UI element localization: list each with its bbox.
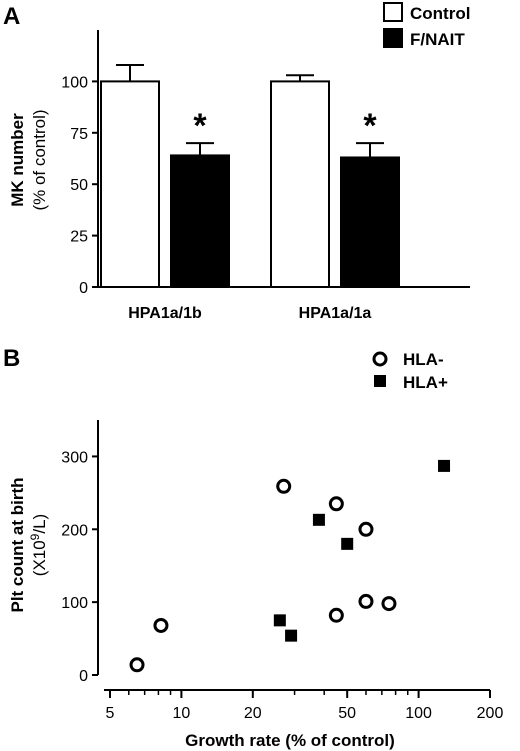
legend-label-control: Control xyxy=(410,4,470,23)
y-tick-label: 50 xyxy=(70,177,88,194)
panel-b-letter: B xyxy=(3,345,20,372)
point-hla-neg xyxy=(381,596,397,612)
x-tick-label: HPA1a/1b xyxy=(128,305,202,322)
y-tick-label: 0 xyxy=(79,668,88,685)
point-hla-neg xyxy=(129,657,145,673)
x-tick-label: 20 xyxy=(244,705,262,722)
x-tick-label: 5 xyxy=(106,705,115,722)
point-hla-neg xyxy=(276,478,292,494)
point-hla-pos xyxy=(438,459,451,472)
point-hla-pos xyxy=(341,537,354,550)
point-hla-neg xyxy=(358,593,374,609)
y-tick-label: 100 xyxy=(61,74,88,91)
y-tick-label: 75 xyxy=(70,126,88,143)
panel-b: B 0 100 200 300 5 10 20 50 100 200 Growth rate (… xyxy=(3,345,503,750)
legend-swatch-fnait xyxy=(383,28,403,48)
y-tick-label: 25 xyxy=(70,229,88,246)
panel-b-y-label-line2: (X109/L) xyxy=(28,514,49,576)
point-hla-pos xyxy=(285,629,298,642)
bar-control xyxy=(270,80,330,289)
x-tick-label: 200 xyxy=(477,705,504,722)
panel-a-letter: A xyxy=(3,3,20,30)
x-tick-label: 10 xyxy=(173,705,191,722)
legend-swatch-control xyxy=(383,2,403,22)
legend-marker-hla-pos xyxy=(374,375,386,387)
legend-label-hla-neg: HLA- xyxy=(403,350,444,369)
panel-b-y-ticks: 0 100 200 300 xyxy=(61,449,98,685)
panel-b-x-label: Growth rate (% of control) xyxy=(185,731,395,750)
bar-control xyxy=(100,80,160,289)
significance-marker: * xyxy=(363,107,377,145)
point-hla-neg xyxy=(328,496,344,512)
panel-a-y-label-line1: MK number xyxy=(8,113,27,207)
x-tick-label: 50 xyxy=(338,705,356,722)
panel-a-legend: Control F/NAIT xyxy=(383,2,470,49)
point-hla-pos xyxy=(312,513,325,526)
y-tick-label: 200 xyxy=(61,522,88,539)
legend-label-hla-pos: HLA+ xyxy=(403,373,448,392)
panel-b-x-ticks: 5 10 20 50 100 200 xyxy=(106,690,504,722)
point-hla-pos xyxy=(273,614,286,627)
panel-a-x-tick-labels: HPA1a/1b HPA1a/1a xyxy=(128,305,371,322)
panel-b-points xyxy=(129,459,451,673)
x-tick-label: HPA1a/1a xyxy=(299,305,372,322)
panel-a-y-ticks: 0 25 50 75 100 xyxy=(61,74,98,297)
y-tick-label: 0 xyxy=(79,280,88,297)
panel-a-bars: * * xyxy=(100,63,400,289)
point-hla-neg xyxy=(328,607,344,623)
panel-b-y-label-line1: Plt count at birth xyxy=(8,477,27,612)
point-hla-neg xyxy=(358,521,374,537)
point-hla-neg xyxy=(153,617,169,633)
bar-f-nait xyxy=(170,154,230,288)
significance-marker: * xyxy=(193,107,207,145)
x-tick-label: 100 xyxy=(405,705,432,722)
y-tick-label: 300 xyxy=(61,449,88,466)
y-tick-label: 100 xyxy=(61,595,88,612)
legend-marker-hla-neg xyxy=(372,351,388,367)
bar-f-nait xyxy=(340,156,400,288)
panel-b-legend: HLA- HLA+ xyxy=(372,350,448,392)
legend-label-fnait: F/NAIT xyxy=(410,30,465,49)
panel-a-y-label-line2: (% of control) xyxy=(30,109,49,210)
